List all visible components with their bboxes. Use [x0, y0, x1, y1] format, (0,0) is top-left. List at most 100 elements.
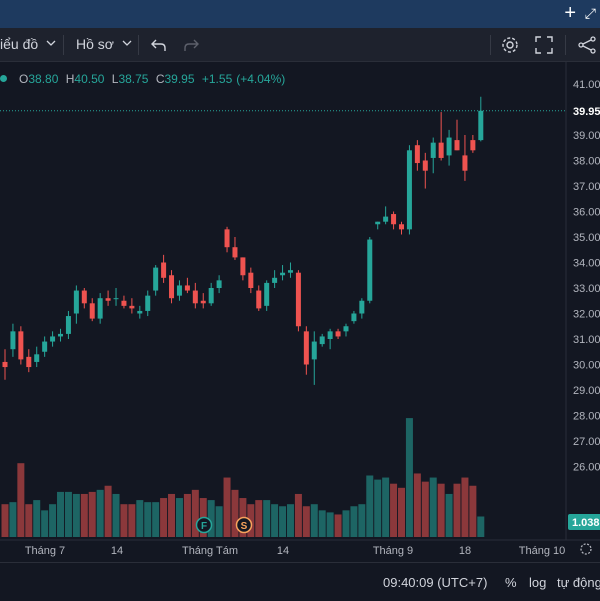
candle-body[interactable]: [240, 257, 246, 276]
last-price-tag-bg: [568, 102, 600, 119]
candle-body[interactable]: [248, 272, 254, 288]
volume-bar: [461, 477, 469, 537]
candle-body[interactable]: [153, 267, 159, 291]
log-toggle[interactable]: log: [529, 575, 547, 590]
candle-body[interactable]: [367, 239, 373, 301]
candle-body[interactable]: [375, 221, 381, 225]
volume-bar: [168, 493, 176, 537]
candle-body[interactable]: [430, 142, 436, 158]
candle-body[interactable]: [137, 310, 143, 314]
candle-body[interactable]: [462, 155, 468, 171]
volume-bar: [88, 491, 96, 537]
candle-body[interactable]: [216, 280, 222, 288]
candle-body[interactable]: [406, 150, 412, 230]
candle-body[interactable]: [121, 300, 127, 306]
candle-body[interactable]: [438, 142, 444, 158]
candle-body[interactable]: [200, 300, 206, 304]
candle-body[interactable]: [280, 272, 286, 276]
redo-icon[interactable]: [183, 38, 199, 52]
change-value: +1.55: [201, 72, 233, 86]
candle-body[interactable]: [105, 298, 111, 301]
candle-body[interactable]: [26, 356, 32, 368]
event-marker-s[interactable]: [235, 516, 253, 534]
candle-body[interactable]: [343, 326, 349, 332]
candle-body[interactable]: [327, 331, 333, 339]
y-tick-label: 41.00: [573, 79, 600, 91]
event-marker-f[interactable]: [195, 516, 213, 534]
percent-toggle[interactable]: %: [505, 575, 517, 590]
candle-body[interactable]: [50, 336, 56, 342]
high-value: 40.50: [74, 72, 105, 86]
candle-body[interactable]: [470, 140, 476, 151]
fullscreen-icon[interactable]: [535, 36, 553, 54]
candle-body[interactable]: [129, 305, 135, 309]
toolbar-divider: [63, 35, 64, 55]
volume-bar: [271, 504, 279, 537]
axis-settings-gear-icon[interactable]: [580, 543, 592, 555]
volume-bar: [350, 506, 358, 537]
candle-body[interactable]: [113, 298, 119, 300]
clock-timezone[interactable]: 09:40:09 (UTC+7): [383, 575, 488, 590]
profile-label: Hồ sơ: [76, 36, 114, 52]
candle-body[interactable]: [391, 214, 397, 225]
candle-body[interactable]: [264, 282, 270, 306]
candle-body[interactable]: [303, 331, 309, 365]
chart-toolbar: iểu đồ Hồ sơ: [0, 28, 600, 62]
candle-body[interactable]: [145, 295, 151, 311]
candle-body[interactable]: [272, 277, 278, 283]
candle-body[interactable]: [256, 290, 262, 309]
candle-body[interactable]: [478, 110, 484, 141]
price-chart[interactable]: 26.00 27.00 28.00 29.00 30.00 31.00 32.00 33.00…: [0, 62, 600, 562]
candle-body[interactable]: [65, 316, 71, 334]
profile-dropdown[interactable]: Hồ sơ: [76, 36, 132, 52]
candle-body[interactable]: [446, 137, 452, 156]
close-value: 39.95: [164, 72, 195, 86]
candle-body[interactable]: [383, 216, 389, 222]
expand-window-icon[interactable]: ⤢: [584, 5, 596, 21]
candle-body[interactable]: [42, 341, 48, 352]
candle-body[interactable]: [89, 303, 95, 319]
candle-body[interactable]: [176, 285, 182, 296]
symbol-status-dot: [0, 75, 7, 82]
candle-body[interactable]: [287, 270, 293, 273]
add-tab-plus-icon[interactable]: +: [564, 2, 576, 24]
candle-body[interactable]: [208, 288, 214, 304]
auto-toggle[interactable]: tự động: [557, 575, 600, 590]
volume-bar: [223, 477, 231, 537]
share-icon[interactable]: [577, 36, 597, 54]
ohlc-legend: O38.80 H40.50 L38.75 C39.95 +1.55 (+4.04%…: [0, 72, 289, 86]
chevron-down-icon: [46, 40, 56, 46]
candle-body[interactable]: [184, 285, 190, 291]
candle-body[interactable]: [10, 331, 16, 350]
candle-body[interactable]: [351, 313, 357, 322]
candle-body[interactable]: [58, 333, 64, 337]
candle-body[interactable]: [224, 229, 230, 248]
undo-icon[interactable]: [151, 38, 167, 52]
price-scale[interactable]: [566, 62, 600, 542]
candle-body[interactable]: [18, 331, 24, 360]
candle-body[interactable]: [319, 336, 325, 345]
candle-body[interactable]: [335, 331, 341, 337]
candle-body[interactable]: [34, 354, 40, 362]
chart-type-dropdown[interactable]: iểu đồ: [0, 36, 56, 52]
candle-body[interactable]: [399, 224, 404, 230]
candle-body[interactable]: [169, 275, 175, 299]
candle-body[interactable]: [295, 272, 301, 327]
candle-body[interactable]: [81, 290, 87, 304]
candle-body[interactable]: [161, 262, 167, 278]
candle-body[interactable]: [414, 145, 420, 164]
candle-body[interactable]: [232, 247, 238, 258]
candle-body[interactable]: [192, 290, 198, 304]
candle-body[interactable]: [454, 140, 460, 151]
volume-bar: [310, 504, 318, 537]
candle-body[interactable]: [2, 361, 8, 368]
candle-body[interactable]: [97, 298, 103, 319]
x-tick-label: Tháng Tám: [182, 545, 238, 557]
volume-bar: [9, 502, 17, 537]
gear-icon[interactable]: [501, 36, 519, 54]
candle-body[interactable]: [422, 160, 428, 171]
candle-body[interactable]: [311, 341, 317, 360]
candle-body[interactable]: [359, 300, 365, 314]
candle-body[interactable]: [73, 290, 79, 314]
volume-bar: [64, 491, 72, 537]
